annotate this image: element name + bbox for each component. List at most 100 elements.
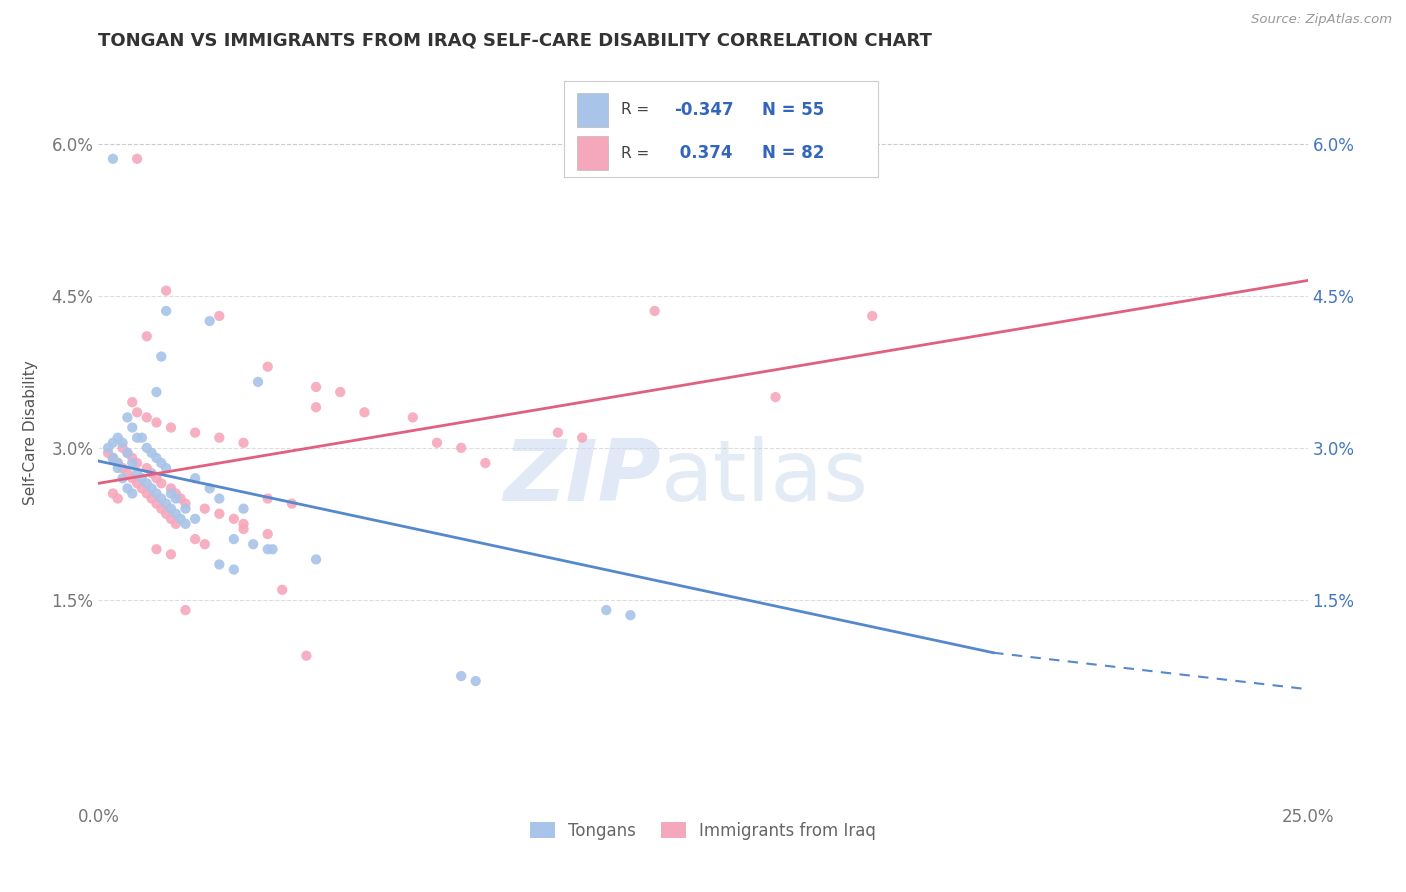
Point (121, 420, 143, 434)
Point (127, 476, 149, 491)
Point (262, 542, 284, 557)
Point (150, 476, 173, 491)
Point (127, 405, 149, 419)
Point (765, 390, 787, 404)
Point (160, 512, 183, 526)
Point (208, 558, 231, 572)
Point (155, 507, 177, 521)
Point (281, 497, 304, 511)
Point (121, 486, 143, 500)
Point (329, 385, 352, 400)
Point (127, 456, 149, 470)
Point (256, 542, 278, 557)
Point (547, 425, 569, 440)
Point (141, 446, 163, 460)
Point (450, 669, 472, 683)
Point (141, 466, 163, 480)
Point (141, 491, 163, 506)
Point (111, 461, 134, 475)
Point (174, 603, 197, 617)
Point (145, 385, 167, 400)
Point (107, 456, 129, 470)
Point (107, 461, 129, 475)
Point (127, 431, 149, 445)
Point (184, 425, 207, 440)
Point (101, 450, 124, 465)
Point (160, 501, 183, 516)
Point (121, 395, 143, 409)
Point (184, 512, 207, 526)
Point (305, 552, 328, 566)
Point (107, 456, 129, 470)
Text: atlas: atlas (661, 435, 869, 518)
Point (194, 537, 217, 551)
Point (208, 507, 231, 521)
Point (135, 410, 157, 425)
Text: ZIP: ZIP (503, 435, 661, 518)
Point (222, 532, 245, 546)
Point (644, 304, 666, 318)
Point (198, 482, 221, 496)
Point (474, 456, 496, 470)
Point (155, 284, 177, 298)
Point (160, 547, 183, 561)
Point (155, 461, 177, 475)
Point (135, 461, 157, 475)
Point (256, 527, 278, 541)
Point (121, 450, 143, 465)
Point (101, 450, 124, 465)
Point (232, 516, 254, 531)
Point (117, 466, 139, 480)
Point (402, 410, 425, 425)
Point (571, 431, 593, 445)
Point (295, 648, 318, 663)
Point (145, 416, 167, 430)
Point (107, 431, 129, 445)
Point (165, 486, 187, 500)
Point (595, 603, 617, 617)
Point (145, 450, 167, 465)
Point (198, 314, 221, 328)
Point (117, 446, 139, 460)
Point (111, 435, 134, 450)
Point (101, 152, 124, 166)
Point (232, 435, 254, 450)
Point (305, 401, 328, 415)
Point (860, 309, 883, 323)
Point (271, 582, 294, 597)
Point (111, 471, 134, 485)
Point (150, 501, 173, 516)
Point (145, 471, 167, 485)
Point (101, 486, 124, 500)
Y-axis label: Self-Care Disability: Self-Care Disability (22, 360, 38, 505)
Text: TONGAN VS IMMIGRANTS FROM IRAQ SELF-CARE DISABILITY CORRELATION CHART: TONGAN VS IMMIGRANTS FROM IRAQ SELF-CARE… (98, 32, 932, 50)
Point (101, 450, 124, 465)
Point (165, 516, 187, 531)
Point (174, 501, 197, 516)
Point (160, 486, 183, 500)
Point (97, 446, 120, 460)
Point (353, 405, 375, 419)
Point (101, 435, 124, 450)
Point (222, 512, 245, 526)
Point (135, 486, 157, 500)
Point (150, 491, 173, 506)
Point (117, 446, 139, 460)
Point (135, 476, 157, 491)
Point (619, 608, 641, 623)
Point (165, 491, 187, 506)
Point (127, 466, 149, 480)
Point (155, 497, 177, 511)
Point (305, 380, 328, 394)
Point (127, 152, 149, 166)
Point (169, 512, 191, 526)
Point (208, 431, 231, 445)
Point (117, 410, 139, 425)
Point (208, 309, 231, 323)
Point (160, 420, 183, 434)
Point (131, 471, 153, 485)
Point (135, 329, 157, 343)
Point (232, 501, 254, 516)
Point (107, 456, 129, 470)
Point (464, 674, 486, 689)
